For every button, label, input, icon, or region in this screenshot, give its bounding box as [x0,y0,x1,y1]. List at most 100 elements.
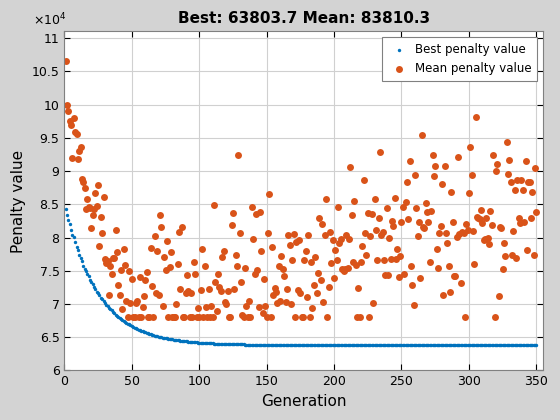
Mean penalty value [312,289,321,296]
Mean penalty value [80,185,89,192]
Mean penalty value [351,262,360,268]
Mean penalty value [412,205,421,211]
Mean penalty value [102,260,111,266]
Mean penalty value [97,230,106,237]
Best penalty value [462,342,471,349]
Mean penalty value [292,239,301,245]
Mean penalty value [413,232,422,239]
Best penalty value [74,252,83,258]
Mean penalty value [92,202,101,209]
Mean penalty value [91,190,100,197]
Best penalty value [414,342,423,349]
Mean penalty value [484,241,493,248]
Best penalty value [512,342,521,349]
Best penalty value [209,340,218,347]
Best penalty value [382,342,391,349]
Mean penalty value [414,219,423,226]
Mean penalty value [160,254,169,261]
Best penalty value [130,324,139,331]
Mean penalty value [230,285,239,292]
Mean penalty value [423,209,432,215]
Mean penalty value [119,246,128,252]
Best penalty value [374,342,383,349]
Best penalty value [153,333,162,340]
Mean penalty value [398,204,407,210]
Best penalty value [373,342,382,349]
Mean penalty value [517,176,526,183]
Mean penalty value [393,246,402,253]
Mean penalty value [367,211,376,218]
Mean penalty value [258,310,267,317]
Mean penalty value [384,272,393,278]
Best penalty value [164,335,172,342]
Mean penalty value [142,269,151,276]
Best penalty value [265,341,274,348]
Best penalty value [287,341,296,348]
Best penalty value [216,341,225,347]
Mean penalty value [284,232,293,239]
Mean penalty value [288,257,297,264]
Best penalty value [199,339,208,346]
Best penalty value [454,342,463,349]
Best penalty value [289,341,298,348]
Best penalty value [417,342,426,349]
Mean penalty value [302,294,311,300]
Best penalty value [354,342,363,349]
Mean penalty value [211,278,220,285]
Mean penalty value [361,230,370,237]
Best penalty value [259,341,268,348]
Mean penalty value [209,202,218,209]
Mean penalty value [477,207,486,213]
Mean penalty value [346,164,354,171]
Best penalty value [250,341,259,348]
Best penalty value [166,336,175,343]
Mean penalty value [110,255,119,261]
Mean penalty value [509,228,518,234]
Best penalty value [311,342,320,349]
Best penalty value [437,342,446,349]
Best penalty value [483,342,492,349]
Best penalty value [156,333,165,340]
Mean penalty value [493,161,502,168]
Mean penalty value [309,282,318,289]
Best penalty value [530,342,539,349]
Best penalty value [125,321,134,328]
Mean penalty value [463,227,472,234]
Best penalty value [276,341,284,348]
Best penalty value [371,342,380,349]
Mean penalty value [99,193,108,200]
Mean penalty value [104,291,113,298]
Best penalty value [433,342,442,349]
Best penalty value [99,298,108,304]
Best penalty value [334,342,343,349]
Mean penalty value [480,235,489,242]
Best penalty value [470,342,479,349]
Best penalty value [377,342,386,349]
Best penalty value [97,296,106,302]
Best penalty value [435,342,444,349]
Best penalty value [469,342,478,349]
Best penalty value [315,342,324,349]
Best penalty value [63,212,72,219]
Best penalty value [516,342,525,349]
Mean penalty value [444,263,453,270]
Best penalty value [348,342,357,349]
Mean penalty value [491,167,500,174]
Best penalty value [301,342,310,349]
Mean penalty value [161,267,170,273]
Best penalty value [513,342,522,349]
Mean penalty value [454,154,463,160]
Mean penalty value [66,118,74,125]
Best penalty value [360,342,368,349]
Mean penalty value [305,314,314,320]
Mean penalty value [287,300,296,307]
Best penalty value [384,342,393,349]
Best penalty value [162,335,171,342]
Best penalty value [123,320,132,327]
Best penalty value [257,341,266,348]
Mean penalty value [293,286,302,293]
Best penalty value [389,342,398,349]
Best penalty value [507,342,516,349]
Mean penalty value [394,274,403,281]
Mean penalty value [466,144,475,150]
